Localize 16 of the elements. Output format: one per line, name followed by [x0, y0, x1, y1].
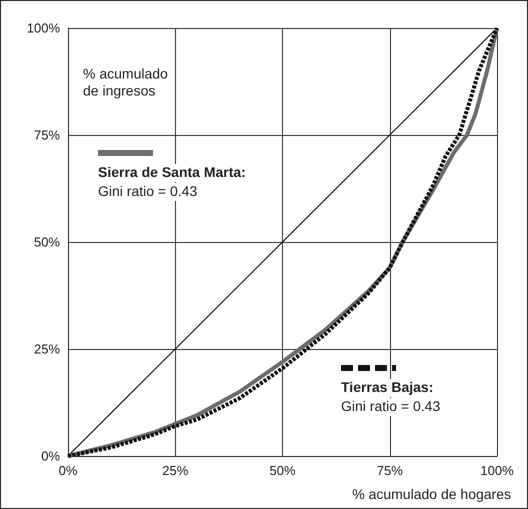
x-tick-label: 100% — [480, 463, 514, 478]
annotation: Gini ratio = 0.43 — [98, 183, 198, 199]
x-tick-label: 0% — [58, 463, 78, 478]
y-axis-title: % acumulado de ingresos — [83, 66, 168, 98]
legend-label: Sierra de Santa Marta: — [98, 164, 246, 180]
y-tick-label: 0% — [41, 448, 60, 464]
x-tick-label: 75% — [376, 463, 404, 478]
x-axis-title: % acumulado de hogares — [352, 486, 512, 502]
y-tick-label: 75% — [34, 128, 60, 142]
legend-label: Tierras Bajas: — [341, 379, 434, 395]
y-tick-label: 50% — [34, 234, 60, 250]
y-tick-label: 100% — [26, 20, 60, 36]
x-tick-label: 50% — [269, 463, 296, 478]
y-tick-label: 25% — [34, 342, 60, 356]
x-tick-label: 25% — [162, 463, 189, 478]
annotation: Gini ratio = 0.43 — [341, 398, 440, 414]
